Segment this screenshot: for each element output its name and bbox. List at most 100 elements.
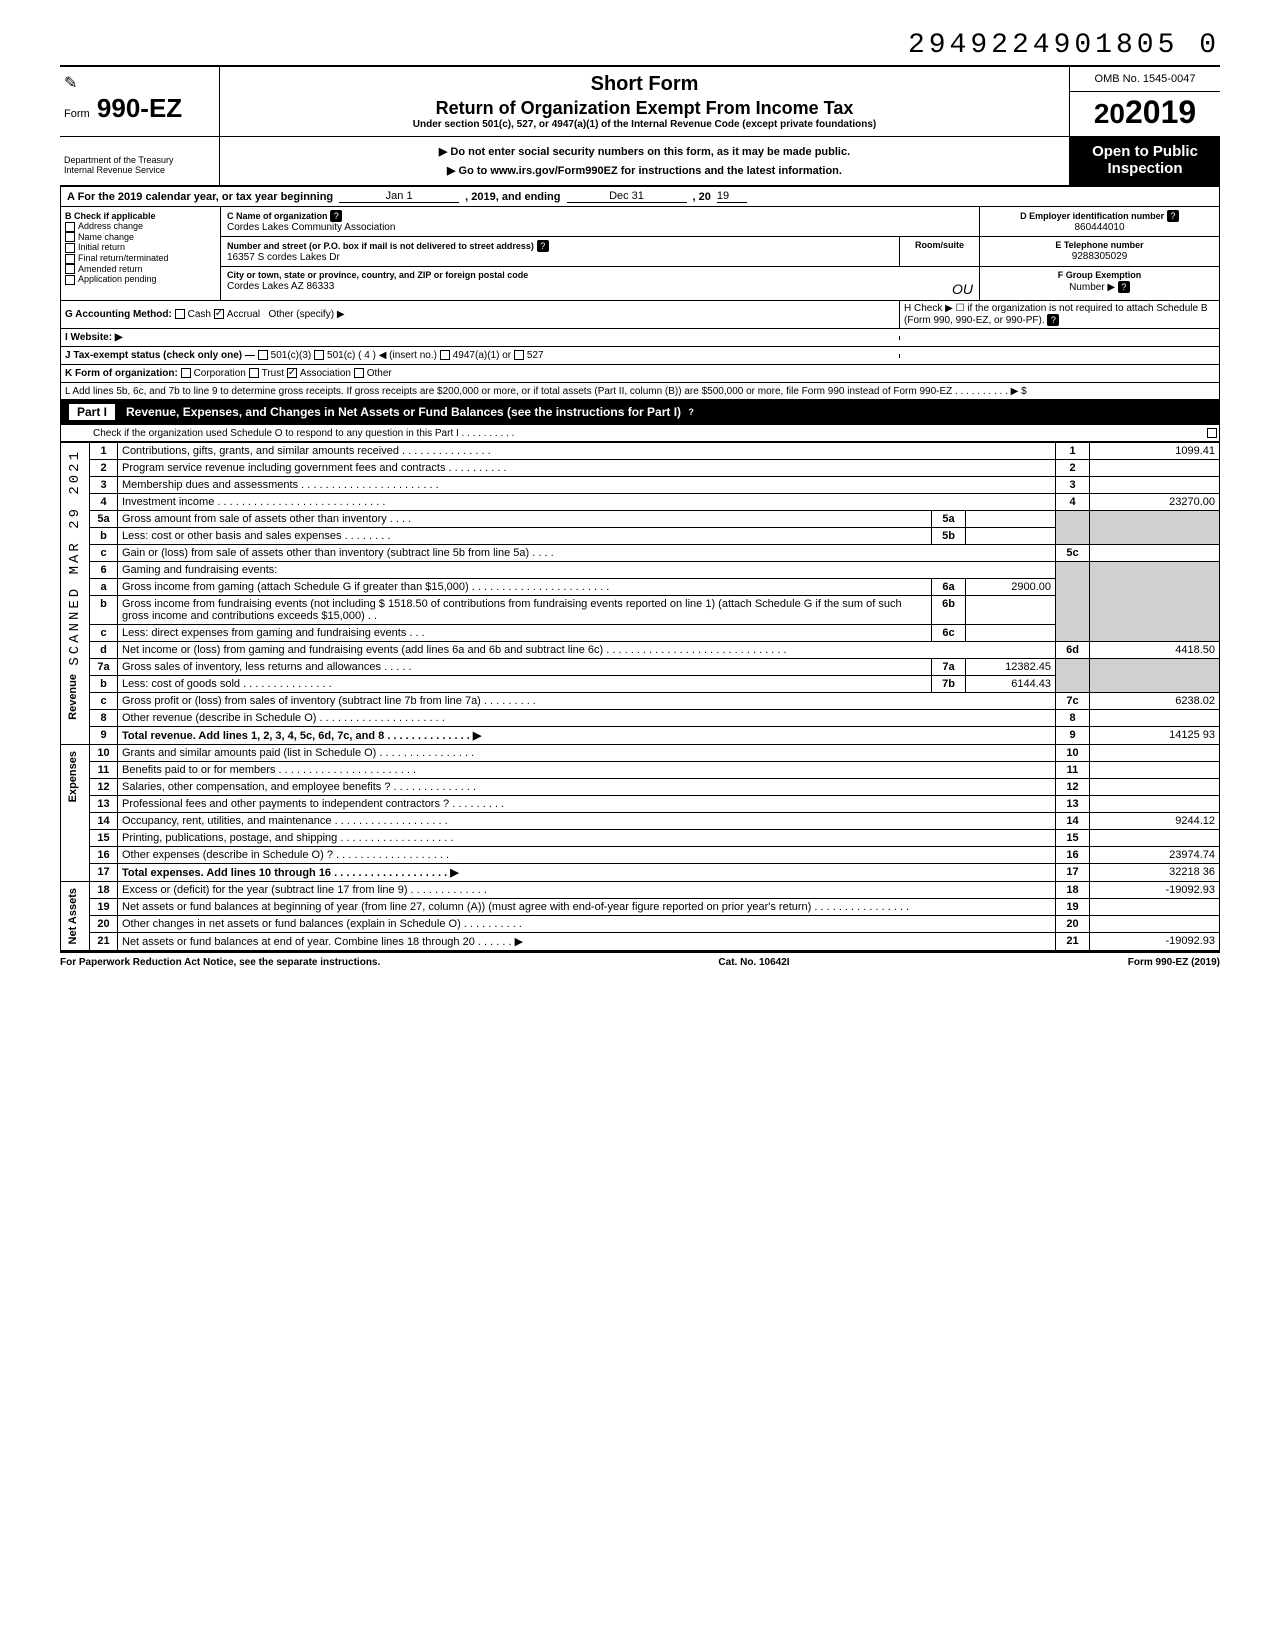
j-501c: 501(c) ( 4 ) ◀ (insert no.) <box>327 350 437 361</box>
title-short-form: Short Form <box>230 73 1059 96</box>
ln-5b-desc: Less: cost or other basis and sales expe… <box>118 528 932 545</box>
j-label: J Tax-exempt status (check only one) — <box>65 350 255 361</box>
ln-6a-val[interactable]: 2900.00 <box>966 579 1056 596</box>
ln-16-val[interactable]: 23974.74 <box>1090 847 1220 864</box>
chk-corp[interactable] <box>181 368 191 378</box>
e-label: E Telephone number <box>1055 240 1143 250</box>
chk-cash[interactable] <box>175 309 185 319</box>
b-item-4: Amended return <box>78 264 143 274</box>
g-other: Other (specify) ▶ <box>268 309 344 320</box>
form-id-cell: ✎ Form 990-EZ <box>60 67 220 136</box>
ln-6b-val[interactable] <box>966 596 1056 625</box>
ln-1-num: 1 <box>90 443 118 460</box>
ln-5a-val[interactable] <box>966 511 1056 528</box>
part-1-badge: Part I <box>68 403 116 421</box>
chk-amended[interactable] <box>65 264 75 274</box>
chk-assoc[interactable] <box>287 368 297 378</box>
ln-10-val[interactable] <box>1090 745 1220 762</box>
ln-3-desc: Membership dues and assessments . . . . … <box>118 477 1056 494</box>
chk-initial-return[interactable] <box>65 243 75 253</box>
ln-18-val[interactable]: -19092.93 <box>1090 882 1220 899</box>
ln-7a-desc: Gross sales of inventory, less returns a… <box>118 659 932 676</box>
chk-trust[interactable] <box>249 368 259 378</box>
ln-7a-ref: 7a <box>932 659 966 676</box>
a-yr-label: , 20 <box>693 191 711 203</box>
ln-15-desc: Printing, publications, postage, and shi… <box>118 830 1056 847</box>
ln-7c-val[interactable]: 6238.02 <box>1090 693 1220 710</box>
k-assoc: Association <box>300 368 351 379</box>
chk-501c[interactable] <box>314 350 324 360</box>
g-cash: Cash <box>188 309 211 320</box>
ln-7b-desc: Less: cost of goods sold . . . . . . . .… <box>118 676 932 693</box>
row-k: K Form of organization: Corporation Trus… <box>60 364 1220 382</box>
help-icon[interactable]: ? <box>685 406 697 418</box>
help-icon[interactable]: ? <box>1167 210 1179 222</box>
phone-value[interactable]: 9288305029 <box>1072 251 1128 262</box>
ln-19-val[interactable] <box>1090 899 1220 916</box>
ln-11-val[interactable] <box>1090 762 1220 779</box>
f-label: F Group Exemption <box>1058 270 1142 280</box>
footer-mid: Cat. No. 10642I <box>718 957 789 968</box>
chk-accrual[interactable] <box>214 309 224 319</box>
header-row-1: ✎ Form 990-EZ Short Form Return of Organ… <box>60 65 1220 136</box>
side-label-net-assets: Net Assets <box>65 884 81 948</box>
j-4947: 4947(a)(1) or <box>453 350 511 361</box>
ln-17-val[interactable]: 32218 36 <box>1090 864 1220 882</box>
ln-4-val[interactable]: 23270.00 <box>1090 494 1220 511</box>
i-label: I Website: ▶ <box>65 332 123 343</box>
ln-14-val[interactable]: 9244.12 <box>1090 813 1220 830</box>
ln-8-val[interactable] <box>1090 710 1220 727</box>
chk-527[interactable] <box>514 350 524 360</box>
a-begin[interactable]: Jan 1 <box>339 190 459 203</box>
ln-6d-ref: 6d <box>1056 642 1090 659</box>
ln-5c-val[interactable] <box>1090 545 1220 562</box>
city-value[interactable]: Cordes Lakes AZ 86333 <box>227 281 334 292</box>
help-icon[interactable]: ? <box>330 210 342 222</box>
ein-value[interactable]: 860444010 <box>1074 222 1124 233</box>
org-name[interactable]: Cordes Lakes Community Association <box>227 222 395 233</box>
ln-12-val[interactable] <box>1090 779 1220 796</box>
ln-1-val[interactable]: 1099.41 <box>1090 443 1220 460</box>
footer-right: Form 990-EZ (2019) <box>1128 957 1220 968</box>
row-g-h: G Accounting Method: Cash Accrual Other … <box>60 300 1220 328</box>
ln-2-val[interactable] <box>1090 460 1220 477</box>
help-icon[interactable]: ? <box>1118 281 1130 293</box>
form-no: 990-EZ <box>97 93 182 123</box>
ln-6d-val[interactable]: 4418.50 <box>1090 642 1220 659</box>
ln-6-desc: Gaming and fundraising events: <box>118 562 1056 579</box>
ln-7a-val[interactable]: 12382.45 <box>966 659 1056 676</box>
chk-schedule-o[interactable] <box>1207 428 1217 438</box>
ln-9-val[interactable]: 14125 93 <box>1090 727 1220 745</box>
ln-7b-val[interactable]: 6144.43 <box>966 676 1056 693</box>
ln-5b-val[interactable] <box>966 528 1056 545</box>
chk-final-return[interactable] <box>65 254 75 264</box>
k-label: K Form of organization: <box>65 368 178 379</box>
ln-21-val[interactable]: -19092.93 <box>1090 933 1220 951</box>
chk-pending[interactable] <box>65 275 75 285</box>
ln-14-desc: Occupancy, rent, utilities, and maintena… <box>118 813 1056 830</box>
b-item-1: Name change <box>78 232 134 242</box>
part-1-check-text: Check if the organization used Schedule … <box>89 426 1203 441</box>
addr-value[interactable]: 16357 S cordes Lakes Dr <box>227 252 340 263</box>
document-id: 2949224901805 0 <box>60 30 1220 61</box>
help-icon[interactable]: ? <box>537 240 549 252</box>
chk-name-change[interactable] <box>65 232 75 242</box>
ln-20-val[interactable] <box>1090 916 1220 933</box>
footer: For Paperwork Reduction Act Notice, see … <box>60 951 1220 968</box>
city-extra: OU <box>952 281 973 297</box>
a-yr[interactable]: 19 <box>717 190 747 203</box>
ln-15-val[interactable] <box>1090 830 1220 847</box>
chk-other[interactable] <box>354 368 364 378</box>
a-end[interactable]: Dec 31 <box>567 190 687 203</box>
side-label-expenses: Expenses <box>65 747 81 806</box>
help-icon[interactable]: ? <box>1047 314 1059 326</box>
l-text: L Add lines 5b, 6c, and 7b to line 9 to … <box>61 384 1219 399</box>
ln-13-val[interactable] <box>1090 796 1220 813</box>
ln-6c-desc: Less: direct expenses from gaming and fu… <box>118 625 932 642</box>
ln-3-val[interactable] <box>1090 477 1220 494</box>
chk-address-change[interactable] <box>65 222 75 232</box>
ln-6c-val[interactable] <box>966 625 1056 642</box>
chk-501c3[interactable] <box>258 350 268 360</box>
chk-4947[interactable] <box>440 350 450 360</box>
col-cde: C Name of organization ? Cordes Lakes Co… <box>221 207 1219 300</box>
